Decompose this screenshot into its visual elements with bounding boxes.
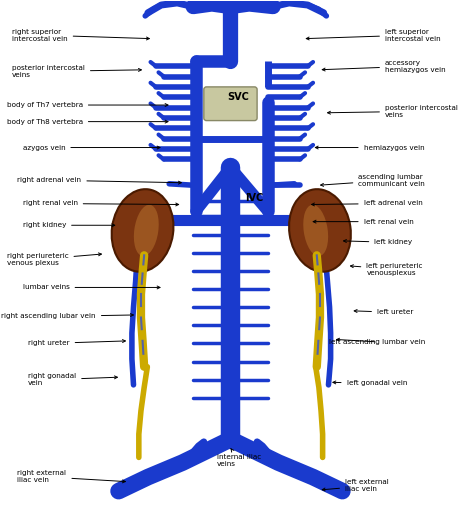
Text: left ascending lumbar vein: left ascending lumbar vein bbox=[329, 338, 425, 345]
Ellipse shape bbox=[134, 205, 159, 256]
Text: left renal vein: left renal vein bbox=[313, 219, 413, 225]
Text: ascending lumbar
communicant vein: ascending lumbar communicant vein bbox=[320, 173, 425, 187]
FancyBboxPatch shape bbox=[204, 87, 257, 120]
Text: IVC: IVC bbox=[246, 193, 264, 203]
Text: body of Th8 vertebra: body of Th8 vertebra bbox=[7, 119, 168, 125]
Text: right adrenal vein: right adrenal vein bbox=[18, 177, 182, 184]
Text: accessory
hemiazygos vein: accessory hemiazygos vein bbox=[322, 60, 446, 72]
Text: left gonadal vein: left gonadal vein bbox=[333, 380, 407, 386]
Text: left kidney: left kidney bbox=[344, 239, 412, 245]
Text: azygos vein: azygos vein bbox=[23, 144, 160, 151]
Text: internal iliac
veins: internal iliac veins bbox=[217, 449, 261, 466]
Text: body of Th7 vertebra: body of Th7 vertebra bbox=[7, 102, 168, 108]
Text: left ureter: left ureter bbox=[354, 309, 413, 315]
Text: posterior intercostal
veins: posterior intercostal veins bbox=[12, 65, 141, 78]
Text: left periureteric
venousplexus: left periureteric venousplexus bbox=[350, 263, 423, 276]
Text: lumbar veins: lumbar veins bbox=[23, 284, 160, 290]
Text: left superior
intercostal vein: left superior intercostal vein bbox=[306, 29, 440, 42]
Ellipse shape bbox=[112, 189, 173, 272]
Text: right periureteric
venous plexus: right periureteric venous plexus bbox=[7, 253, 101, 266]
Text: right kidney: right kidney bbox=[23, 222, 115, 228]
Text: posterior intercostal
veins: posterior intercostal veins bbox=[328, 105, 458, 118]
Text: right superior
intercostal vein: right superior intercostal vein bbox=[12, 29, 149, 42]
Text: left external
iliac vein: left external iliac vein bbox=[322, 479, 389, 492]
Text: hemiazygos vein: hemiazygos vein bbox=[315, 144, 424, 151]
Text: right renal vein: right renal vein bbox=[23, 201, 179, 206]
Ellipse shape bbox=[289, 189, 351, 272]
Text: SVC: SVC bbox=[228, 92, 249, 102]
Text: right gonadal
vein: right gonadal vein bbox=[28, 373, 118, 386]
Text: left adrenal vein: left adrenal vein bbox=[311, 201, 422, 206]
Ellipse shape bbox=[303, 205, 328, 256]
Text: right external
iliac vein: right external iliac vein bbox=[18, 470, 126, 483]
Text: right ureter: right ureter bbox=[28, 340, 126, 346]
Text: right ascending lubar vein: right ascending lubar vein bbox=[1, 314, 133, 319]
